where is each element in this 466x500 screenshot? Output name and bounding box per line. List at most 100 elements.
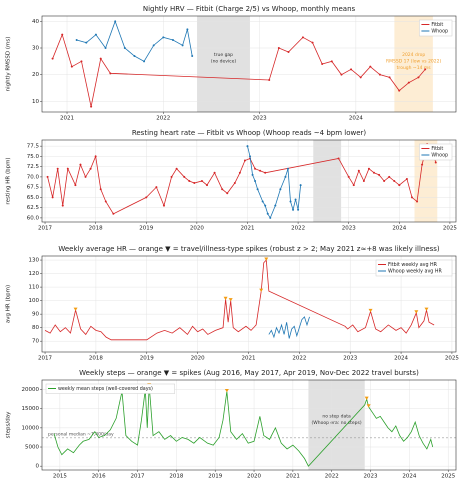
data-point xyxy=(292,208,295,211)
data-point xyxy=(200,180,203,182)
y-tick-label: 90 xyxy=(32,312,39,318)
data-point xyxy=(61,33,64,36)
legend-label: Fitbit weekly avg HR xyxy=(388,262,438,268)
x-tick-label: 2022 xyxy=(291,226,305,232)
y-tick-label: 30 xyxy=(32,46,39,52)
y-tick-label: 10 xyxy=(32,99,39,105)
data-point xyxy=(80,60,83,63)
legend-label: Fitbit xyxy=(431,146,443,152)
data-point xyxy=(233,182,236,185)
data-point xyxy=(297,208,300,211)
shaded-region xyxy=(308,380,365,470)
series-line xyxy=(268,316,310,339)
data-point xyxy=(84,175,87,178)
plot-frame xyxy=(41,15,457,113)
data-point xyxy=(357,169,360,172)
data-point xyxy=(421,163,424,166)
x-tick-label: 2022 xyxy=(292,356,306,362)
data-point xyxy=(299,184,302,187)
panel-title: Nightly HRV — Fitbit (Charge 2/5) vs Who… xyxy=(143,5,356,13)
data-point xyxy=(289,200,292,203)
data-point xyxy=(109,72,112,75)
data-point xyxy=(383,180,386,182)
legend-label: Whoop xyxy=(431,29,448,35)
data-point xyxy=(171,39,174,41)
plot-frame xyxy=(41,139,457,223)
shaded-region xyxy=(197,16,250,112)
panel-title: Resting heart rate — Fitbit vs Whoop (Wh… xyxy=(132,129,367,137)
y-tick-label: 70.0 xyxy=(27,174,40,180)
x-tick-label: 2016 xyxy=(92,474,106,480)
data-point xyxy=(350,68,353,71)
data-point xyxy=(188,180,191,182)
y-axis-label: avg HR (bpm) xyxy=(6,285,12,323)
y-tick-label: 67.5 xyxy=(27,185,40,191)
spike-marker xyxy=(364,396,369,400)
data-point xyxy=(123,47,126,49)
data-point xyxy=(246,145,249,148)
spike-marker xyxy=(224,388,229,393)
y-axis-label: resting HR (bpm) xyxy=(6,157,12,204)
data-point xyxy=(311,41,314,44)
data-point xyxy=(66,167,69,170)
legend-label: Whoop weekly avg HR xyxy=(388,269,442,275)
data-point xyxy=(398,89,401,92)
data-point xyxy=(256,188,259,191)
x-tick-label: 2019 xyxy=(139,226,153,232)
data-point xyxy=(362,180,365,182)
data-point xyxy=(104,47,107,49)
data-point xyxy=(264,171,267,174)
data-point xyxy=(274,204,277,207)
data-point xyxy=(277,47,280,49)
data-point xyxy=(85,41,88,44)
region-label: (Whoop era: no steps) xyxy=(312,420,362,426)
data-point xyxy=(369,65,372,68)
data-point xyxy=(254,180,257,182)
y-axis-label: nightly RMSSD (ms) xyxy=(6,37,12,92)
y-axis-label: steps/day xyxy=(6,411,12,438)
panel-title: Weekly steps — orange ▼ = spikes (Aug 20… xyxy=(79,369,419,377)
y-tick-label: 72.5 xyxy=(27,164,40,170)
data-point xyxy=(378,173,381,176)
median-label: personal median ~7,400/day xyxy=(48,431,114,437)
x-tick-label: 2017 xyxy=(131,474,145,480)
data-point xyxy=(359,76,362,79)
x-tick-label: 2021 xyxy=(240,226,254,232)
data-point xyxy=(104,200,107,203)
data-point xyxy=(416,200,419,203)
legend-label: weekly mean steps (well-covered days) xyxy=(58,386,153,392)
data-point xyxy=(114,20,117,23)
shaded-region xyxy=(313,140,342,222)
data-point xyxy=(388,76,391,79)
data-point xyxy=(269,216,272,219)
series-line xyxy=(247,146,302,219)
legend-label: Whoop xyxy=(431,153,448,159)
x-tick-label: 2023 xyxy=(364,474,378,480)
region-label: trough ~14 ms xyxy=(397,65,432,71)
spike-marker xyxy=(228,298,233,302)
data-point xyxy=(183,175,186,178)
panel-title: Weekly average HR — orange ▼ = travel/il… xyxy=(58,245,440,253)
data-point xyxy=(407,81,410,84)
data-point xyxy=(94,155,97,158)
data-point xyxy=(284,175,287,178)
data-point xyxy=(264,204,267,207)
data-point xyxy=(112,212,115,215)
data-point xyxy=(279,188,282,191)
data-point xyxy=(259,169,262,172)
x-tick-label: 2017 xyxy=(38,356,52,362)
data-point xyxy=(268,79,271,81)
region-label: 2024 drop xyxy=(402,52,425,58)
data-point xyxy=(155,186,158,189)
data-point xyxy=(74,184,77,187)
x-tick-label: 2020 xyxy=(247,474,261,480)
x-tick-label: 2017 xyxy=(38,226,52,232)
data-point xyxy=(51,57,54,60)
y-tick-label: 77.5 xyxy=(27,144,40,150)
x-tick-label: 2022 xyxy=(325,474,339,480)
y-tick-label: 40 xyxy=(32,19,39,25)
x-tick-label: 2019 xyxy=(208,474,222,480)
x-tick-label: 2021 xyxy=(286,474,300,480)
series-line xyxy=(47,143,437,215)
data-point xyxy=(94,33,97,36)
